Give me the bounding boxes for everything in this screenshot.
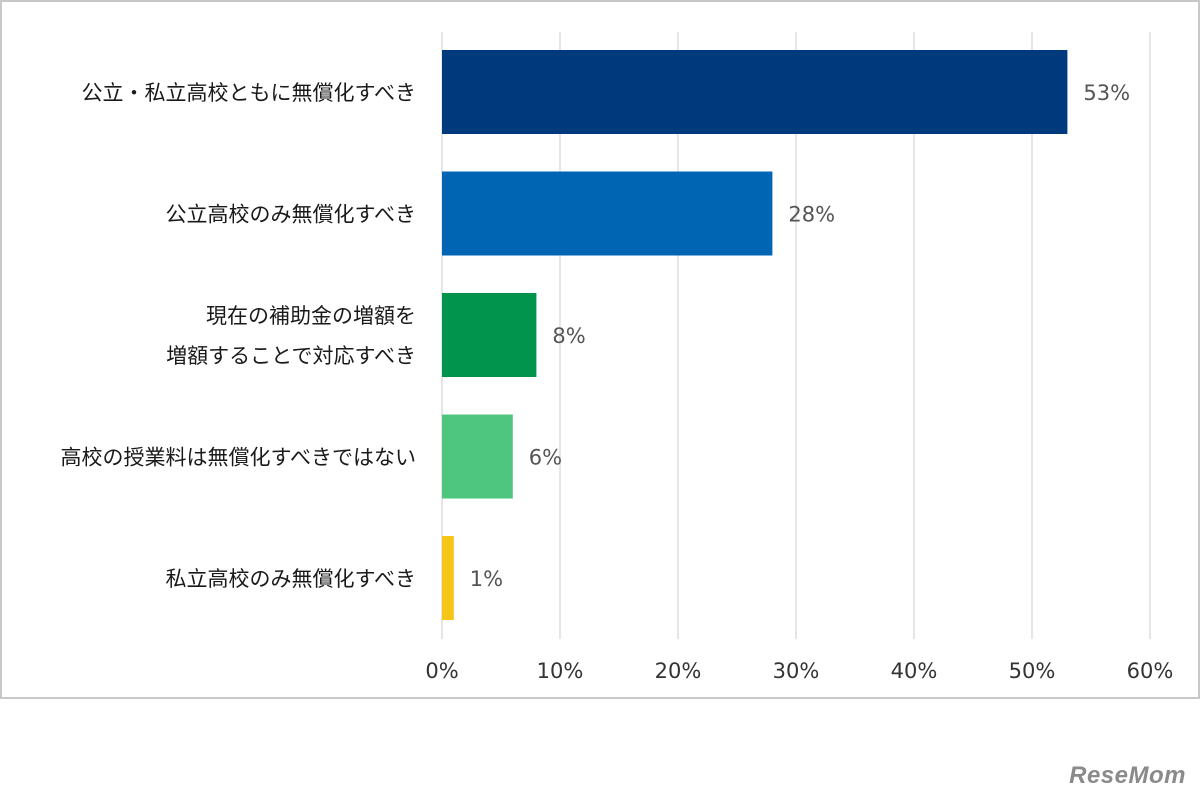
x-tick-label: 20% — [655, 659, 702, 683]
x-tick-label: 60% — [1127, 659, 1174, 683]
data-label: 6% — [529, 446, 562, 470]
x-tick-label: 50% — [1009, 659, 1056, 683]
chart-frame: 0% 10% 20% 30% 40% 50% 60% 53% 公立・私立高校ともに無償化すべき 2… — [0, 0, 1200, 699]
bar — [442, 50, 1068, 134]
data-label: 8% — [552, 324, 585, 348]
x-tick-label: 10% — [537, 659, 584, 683]
resemom-logo: ReseMom — [1069, 762, 1186, 789]
bar-chart: 0% 10% 20% 30% 40% 50% 60% 53% 公立・私立高校ともに無償化すべき 2… — [60, 32, 1174, 683]
category-label: 現在の補助金の増額を増額することで対応すべき — [166, 304, 416, 368]
bar — [442, 536, 454, 620]
data-label: 28% — [788, 203, 835, 227]
category-label: 公立高校のみ無償化すべき — [165, 203, 416, 227]
bar — [442, 171, 773, 256]
data-label: 1% — [470, 567, 503, 591]
x-tick-label: 30% — [773, 659, 820, 683]
data-label: 53% — [1083, 81, 1130, 105]
category-label: 公立・私立高校ともに無償化すべき — [81, 81, 416, 105]
x-tick-label: 40% — [891, 659, 938, 683]
category-label: 高校の授業料は無償化すべきではない — [60, 446, 416, 470]
x-tick-label: 0% — [425, 659, 458, 683]
category-label: 私立高校のみ無償化すべき — [165, 567, 416, 591]
bar — [442, 414, 513, 499]
bar — [442, 293, 537, 377]
